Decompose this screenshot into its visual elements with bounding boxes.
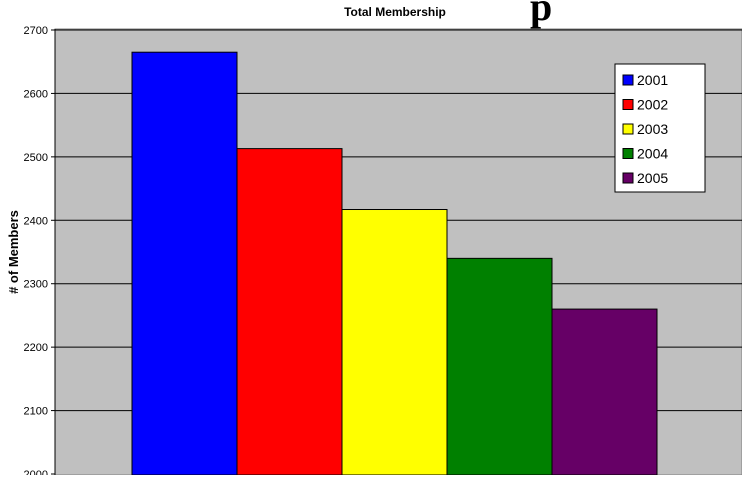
bars xyxy=(131,51,658,476)
legend-swatch-2002 xyxy=(622,99,634,110)
bar-2001 xyxy=(131,51,238,476)
bar-2005 xyxy=(551,308,658,476)
legend-label-2003: 2003 xyxy=(637,121,668,137)
legend-label-2004: 2004 xyxy=(637,146,668,162)
y-axis-label: # of Members xyxy=(6,210,21,294)
y-tick-label: 2700 xyxy=(24,25,48,37)
y-tick-label: 2400 xyxy=(24,215,48,227)
page-heading-fragment: p xyxy=(530,0,552,29)
legend-label-2002: 2002 xyxy=(637,97,668,113)
y-tick-label: 2600 xyxy=(24,88,48,100)
bar-2002 xyxy=(236,148,343,476)
y-tick-label: 2200 xyxy=(24,342,48,354)
y-tick-labels: 2000 2100 2200 2300 2400 2500 2600 2700 xyxy=(24,25,55,480)
bar-2004 xyxy=(446,257,553,476)
legend-swatch-2001 xyxy=(622,74,634,86)
y-tick-label: 2500 xyxy=(24,152,48,164)
legend-label-2005: 2005 xyxy=(637,170,668,186)
y-tick-label: 2000 xyxy=(24,469,48,475)
legend-swatch-2004 xyxy=(622,148,634,159)
y-tick-label: 2300 xyxy=(24,279,48,291)
chart-title: Total Membership xyxy=(344,5,446,19)
legend-swatch-2003 xyxy=(622,123,634,135)
y-tick-label: 2100 xyxy=(24,406,48,418)
legend: 2001 2002 2003 2004 2005 xyxy=(614,63,706,193)
bar-2003 xyxy=(341,209,448,476)
legend-label-2001: 2001 xyxy=(637,72,668,88)
legend-swatch-2005 xyxy=(622,172,634,184)
